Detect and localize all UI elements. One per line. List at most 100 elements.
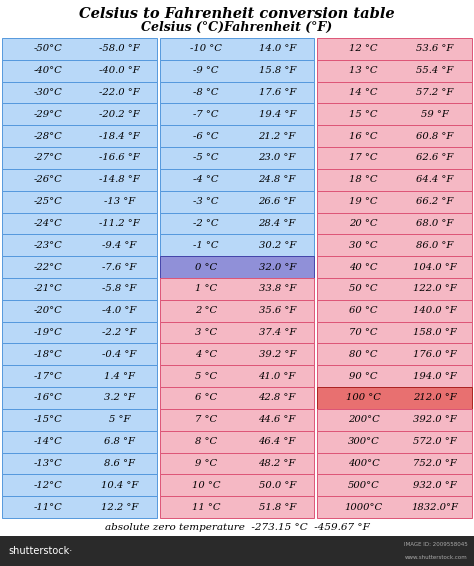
Text: 16 °C: 16 °C (349, 132, 378, 141)
Text: -22°C: -22°C (34, 263, 63, 272)
Text: 212.0 °F: 212.0 °F (413, 393, 457, 402)
Text: 11 °C: 11 °C (192, 503, 220, 512)
Bar (317, 60, 472, 82)
Bar (2, 278, 157, 300)
Text: -18.4 °F: -18.4 °F (99, 132, 140, 141)
Text: 15 °C: 15 °C (349, 110, 378, 119)
Text: -5.8 °F: -5.8 °F (102, 284, 137, 293)
Bar (2, 453, 157, 474)
Bar (2, 256, 157, 278)
Text: 64.4 °F: 64.4 °F (416, 175, 454, 185)
Text: 51.8 °F: 51.8 °F (258, 503, 296, 512)
Text: 14 °C: 14 °C (349, 88, 378, 97)
Bar (160, 321, 314, 344)
Bar (317, 191, 472, 213)
Text: 194.0 °F: 194.0 °F (413, 372, 457, 381)
Text: 392.0 °F: 392.0 °F (413, 415, 457, 424)
Text: -8 °C: -8 °C (193, 88, 219, 97)
Text: 1000°C: 1000°C (345, 503, 383, 512)
Text: 44.6 °F: 44.6 °F (258, 415, 296, 424)
Bar (2, 496, 157, 518)
Bar (317, 431, 472, 453)
Bar (2, 234, 157, 256)
Text: 48.2 °F: 48.2 °F (258, 459, 296, 468)
Text: 68.0 °F: 68.0 °F (416, 219, 454, 228)
Text: Celsius (°C)Fahrenheit (°F): Celsius (°C)Fahrenheit (°F) (141, 20, 333, 33)
Bar (160, 431, 314, 453)
Bar (160, 234, 314, 256)
Text: 572.0 °F: 572.0 °F (413, 437, 457, 446)
Text: 6 °C: 6 °C (195, 393, 217, 402)
Bar (317, 234, 472, 256)
Bar (160, 147, 314, 169)
Text: -17°C: -17°C (34, 372, 63, 381)
Bar (2, 104, 157, 125)
Text: 53.6 °F: 53.6 °F (416, 44, 454, 53)
Text: 18 °C: 18 °C (349, 175, 378, 185)
Text: 15.8 °F: 15.8 °F (258, 66, 296, 75)
Bar (317, 104, 472, 125)
Text: -22.0 °F: -22.0 °F (99, 88, 140, 97)
Bar (2, 169, 157, 191)
Bar (160, 278, 314, 300)
Text: -1 °C: -1 °C (193, 241, 219, 250)
Text: 28.4 °F: 28.4 °F (258, 219, 296, 228)
Bar (317, 387, 472, 409)
Text: 50.0 °F: 50.0 °F (258, 481, 296, 490)
Text: -7.6 °F: -7.6 °F (102, 263, 137, 272)
Text: 57.2 °F: 57.2 °F (416, 88, 454, 97)
Bar (2, 344, 157, 365)
Bar (0, 536, 474, 566)
Bar (160, 256, 314, 278)
Text: -0.4 °F: -0.4 °F (102, 350, 137, 359)
Text: -13°C: -13°C (34, 459, 63, 468)
Text: 66.2 °F: 66.2 °F (416, 197, 454, 206)
Text: 12 °C: 12 °C (349, 44, 378, 53)
Bar (317, 409, 472, 431)
Text: 176.0 °F: 176.0 °F (413, 350, 457, 359)
Bar (2, 60, 157, 82)
Text: -4.0 °F: -4.0 °F (102, 306, 137, 315)
Text: 33.8 °F: 33.8 °F (258, 284, 296, 293)
Text: 20 °C: 20 °C (349, 219, 378, 228)
Bar (160, 474, 314, 496)
Bar (160, 344, 314, 365)
Text: -9.4 °F: -9.4 °F (102, 241, 137, 250)
Text: -20°C: -20°C (34, 306, 63, 315)
Bar (317, 256, 472, 278)
Bar (160, 300, 314, 321)
Text: 46.4 °F: 46.4 °F (258, 437, 296, 446)
Text: 40 °C: 40 °C (349, 263, 378, 272)
Text: 70 °C: 70 °C (349, 328, 378, 337)
Text: 12.2 °F: 12.2 °F (101, 503, 138, 512)
Text: 1.4 °F: 1.4 °F (104, 372, 135, 381)
Bar (317, 147, 472, 169)
Text: -29°C: -29°C (34, 110, 63, 119)
Text: 30.2 °F: 30.2 °F (258, 241, 296, 250)
Text: 41.0 °F: 41.0 °F (258, 372, 296, 381)
Text: -16.6 °F: -16.6 °F (99, 153, 140, 162)
Bar (2, 321, 157, 344)
Text: -20.2 °F: -20.2 °F (99, 110, 140, 119)
Text: -58.0 °F: -58.0 °F (99, 44, 140, 53)
Text: -3 °C: -3 °C (193, 197, 219, 206)
Bar (2, 82, 157, 104)
Bar (317, 300, 472, 321)
Text: 3 °C: 3 °C (195, 328, 217, 337)
Text: Celsius to Fahrenheit conversion table: Celsius to Fahrenheit conversion table (79, 7, 395, 21)
Bar (2, 125, 157, 147)
Text: -6 °C: -6 °C (193, 132, 219, 141)
Bar (2, 38, 157, 60)
Text: -4 °C: -4 °C (193, 175, 219, 185)
Text: 30 °C: 30 °C (349, 241, 378, 250)
Text: 10.4 °F: 10.4 °F (101, 481, 138, 490)
Text: -40°C: -40°C (34, 66, 63, 75)
Bar (160, 169, 314, 191)
Text: 62.6 °F: 62.6 °F (416, 153, 454, 162)
Bar (160, 38, 314, 60)
Text: -15°C: -15°C (34, 415, 63, 424)
Text: 500°C: 500°C (348, 481, 380, 490)
Text: -2.2 °F: -2.2 °F (102, 328, 137, 337)
Bar (160, 125, 314, 147)
Bar (317, 474, 472, 496)
